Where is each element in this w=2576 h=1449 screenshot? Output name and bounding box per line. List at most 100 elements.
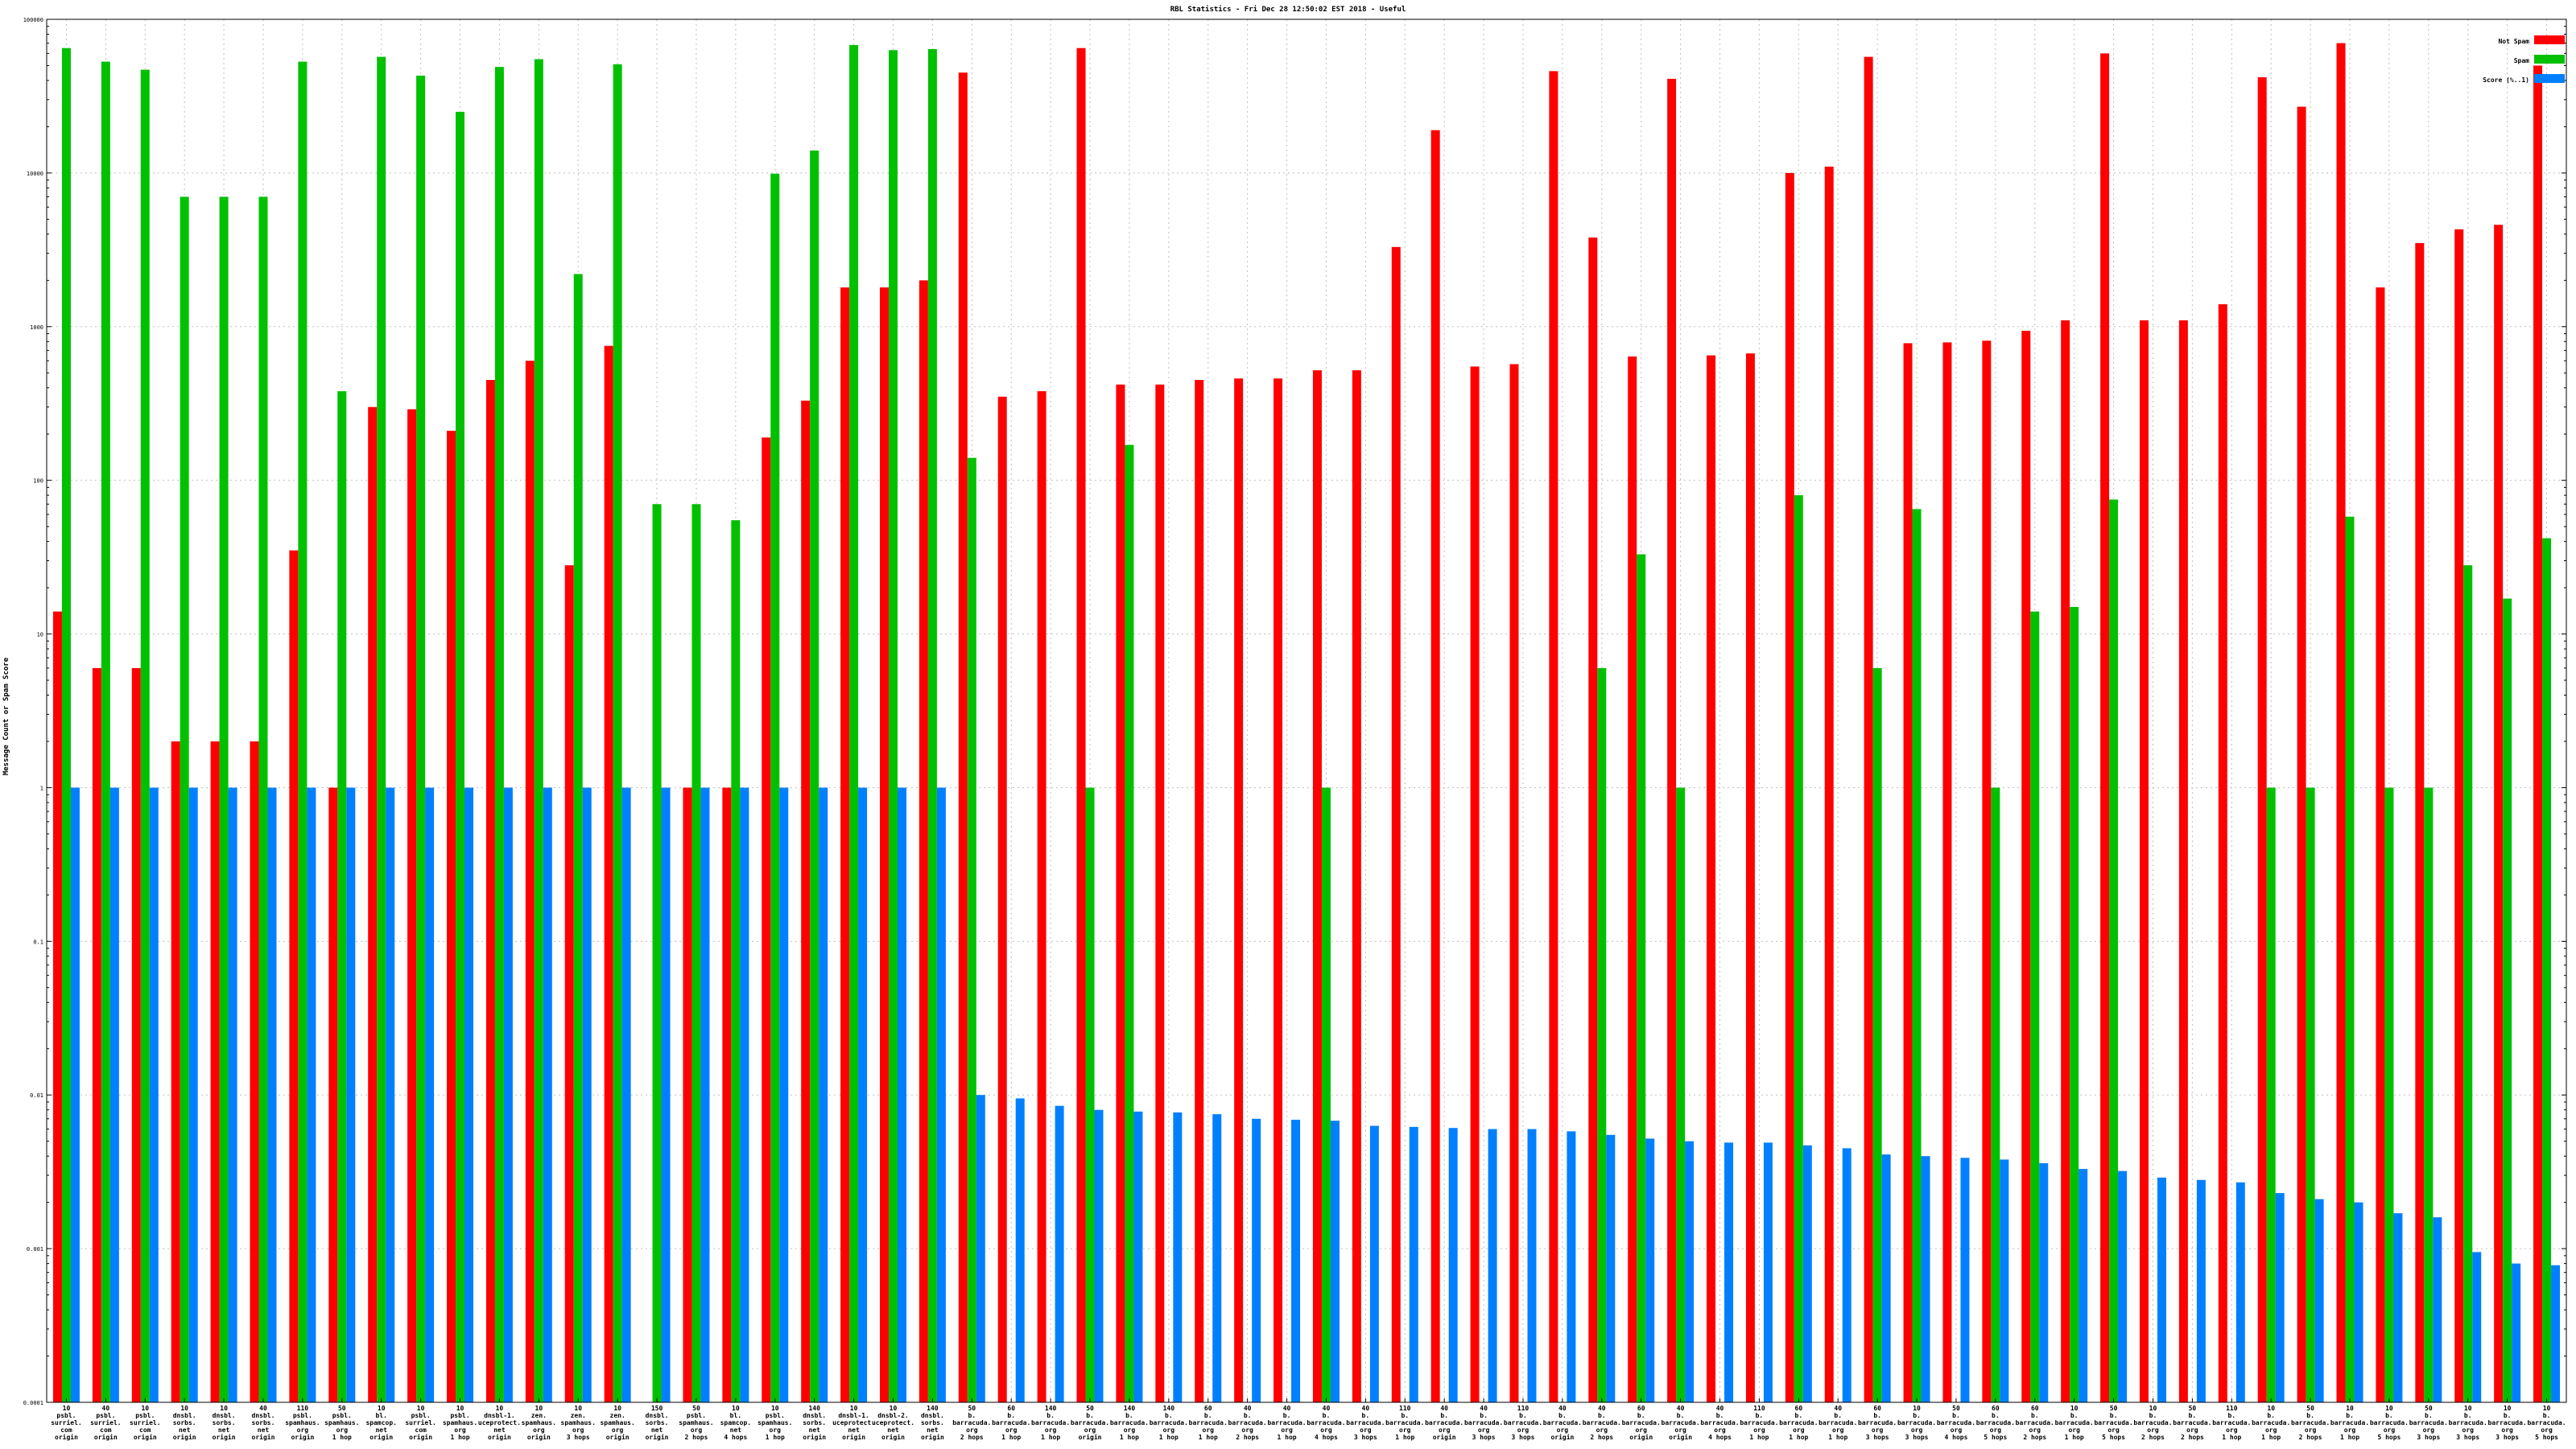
bar-spam — [1794, 495, 1803, 1402]
bar-not-spam — [1549, 71, 1558, 1403]
bar-spam — [770, 173, 780, 1403]
bar-spam — [298, 61, 308, 1402]
bar-spam — [1085, 787, 1095, 1402]
bar-score — [503, 787, 513, 1402]
bar-not-spam — [997, 396, 1007, 1403]
x-category-label: 10 dnsbl-1. uceprotect. net origin — [478, 1405, 521, 1441]
bar-not-spam — [879, 287, 889, 1403]
legend-swatch — [2534, 55, 2565, 64]
y-tick-label: 100000 — [23, 17, 43, 23]
y-tick-label: 0.0001 — [23, 1400, 43, 1406]
bar-spam — [2109, 499, 2119, 1402]
x-category-label: 10 b. barracuda. org 3 hops — [2488, 1405, 2527, 1441]
bar-not-spam — [447, 431, 456, 1402]
bar-score — [2314, 1199, 2324, 1402]
x-category-label: 110 psbl. spamhaus. org origin — [285, 1405, 320, 1441]
bar-score — [582, 787, 592, 1402]
legend: Not Spam Spam Score (%..1) — [2483, 35, 2565, 84]
bar-score — [2000, 1159, 2009, 1402]
bar-score — [2196, 1179, 2206, 1402]
bar-score — [2157, 1177, 2166, 1402]
bar-spam — [2542, 538, 2552, 1402]
bar-score — [2433, 1217, 2442, 1402]
bar-score — [2235, 1182, 2245, 1402]
bar-not-spam — [2139, 320, 2149, 1403]
bar-not-spam — [683, 787, 692, 1402]
bar-not-spam — [210, 741, 220, 1402]
bar-spam — [180, 196, 189, 1402]
bar-spam — [1991, 787, 2000, 1402]
bar-not-spam — [1391, 246, 1401, 1403]
bar-not-spam — [1942, 342, 1952, 1403]
x-category-label: 10 b. barracuda. org 3 hops — [1897, 1405, 1936, 1441]
bar-score — [2079, 1169, 2088, 1402]
x-category-label: 140 b. barracuda. org 1 hop — [1150, 1405, 1188, 1441]
x-category-label: 10 b. barracuda. org 1 hop — [2055, 1405, 2094, 1441]
x-category-label: 60 b. barracuda. org origin — [1622, 1405, 1661, 1441]
bar-not-spam — [762, 437, 771, 1402]
bar-score — [1921, 1156, 1930, 1402]
x-category-label: 10 psbl. surriel. com origin — [130, 1405, 161, 1441]
x-category-label: 10 zen. spamhaus. org origin — [522, 1405, 556, 1441]
legend-swatch — [2534, 74, 2565, 83]
bar-not-spam — [368, 407, 378, 1403]
bar-spam — [1597, 667, 1607, 1402]
x-category-label: 140 b. barracuda. org 1 hop — [1110, 1405, 1149, 1441]
bar-spam — [1912, 509, 1922, 1403]
bar-spam — [2384, 787, 2394, 1402]
x-category-label: 40 b. barracuda. org 3 hops — [1464, 1405, 1503, 1441]
bar-not-spam — [289, 550, 299, 1403]
bar-score — [858, 787, 868, 1402]
bar-score — [1133, 1111, 1143, 1402]
x-category-label: 40 b. barracuda. org 4 hops — [1307, 1405, 1345, 1441]
bar-score — [1881, 1154, 1891, 1402]
y-tick-label: 1000 — [30, 324, 43, 331]
x-category-label: 10 dnsbl-1. uceprotect. net origin — [832, 1405, 875, 1441]
bar-spam — [494, 67, 504, 1402]
bar-spam — [2070, 606, 2079, 1402]
x-category-label: 50 b. barracuda. org 5 hops — [2094, 1405, 2132, 1441]
bar-not-spam — [1274, 378, 1283, 1402]
bar-not-spam — [92, 667, 101, 1402]
bar-score — [346, 787, 356, 1402]
bar-score — [1606, 1134, 1616, 1402]
bar-not-spam — [1785, 172, 1794, 1402]
bar-not-spam — [1116, 384, 1125, 1402]
x-category-label: 60 b. barracuda. org 3 hops — [1858, 1405, 1897, 1441]
bar-spam — [573, 274, 583, 1402]
bar-spam — [2345, 516, 2355, 1402]
bar-score — [897, 787, 906, 1402]
bar-not-spam — [1312, 369, 1322, 1402]
bar-spam — [2306, 787, 2315, 1402]
x-category-label: 10 dnsbl. sorbs. net origin — [173, 1405, 196, 1441]
bar-spam — [1321, 787, 1331, 1402]
bar-spam — [1676, 787, 1686, 1402]
y-axis-ticks: 0.0001 0.001 0.01 0.1 1 10 100 1000 10000 100000 — [23, 17, 2566, 1406]
x-category-label: 40 b. barracuda. org origin — [1662, 1405, 1700, 1441]
bar-score — [425, 787, 435, 1402]
bar-not-spam — [171, 741, 180, 1402]
plot-frame — [46, 19, 2567, 1403]
bar-score — [267, 787, 277, 1402]
x-category-label: 10 zen. spamhaus. org origin — [600, 1405, 634, 1441]
x-category-label: 10 psbl. spamhaus. org 1 hop — [758, 1405, 792, 1441]
bar-not-spam — [2454, 229, 2464, 1402]
bar-not-spam — [801, 400, 811, 1402]
bar-not-spam — [919, 280, 928, 1403]
bar-spam — [377, 56, 386, 1402]
x-category-label: 50 b. barracuda. org 2 hops — [2173, 1405, 2211, 1441]
bar-not-spam — [722, 787, 732, 1402]
x-category-label: 50 b. barracuda. org origin — [1071, 1405, 1109, 1441]
x-category-label: 50 b. barracuda. org 2 hops — [2291, 1405, 2330, 1441]
bar-spam — [101, 61, 110, 1402]
x-category-label: 110 b. barracuda. org 1 hop — [1385, 1405, 1424, 1441]
bar-not-spam — [1903, 343, 1913, 1402]
x-category-label: 60 b. barracuda. org 2 hops — [2016, 1405, 2054, 1441]
bar-not-spam — [328, 787, 338, 1402]
bar-not-spam — [1076, 47, 1086, 1402]
bar-not-spam — [1430, 130, 1440, 1402]
bar-not-spam — [1824, 166, 1834, 1402]
bar-score — [1763, 1142, 1773, 1402]
x-category-label: 10 bl. spamcop. net origin — [365, 1405, 397, 1441]
bar-score — [779, 787, 789, 1402]
